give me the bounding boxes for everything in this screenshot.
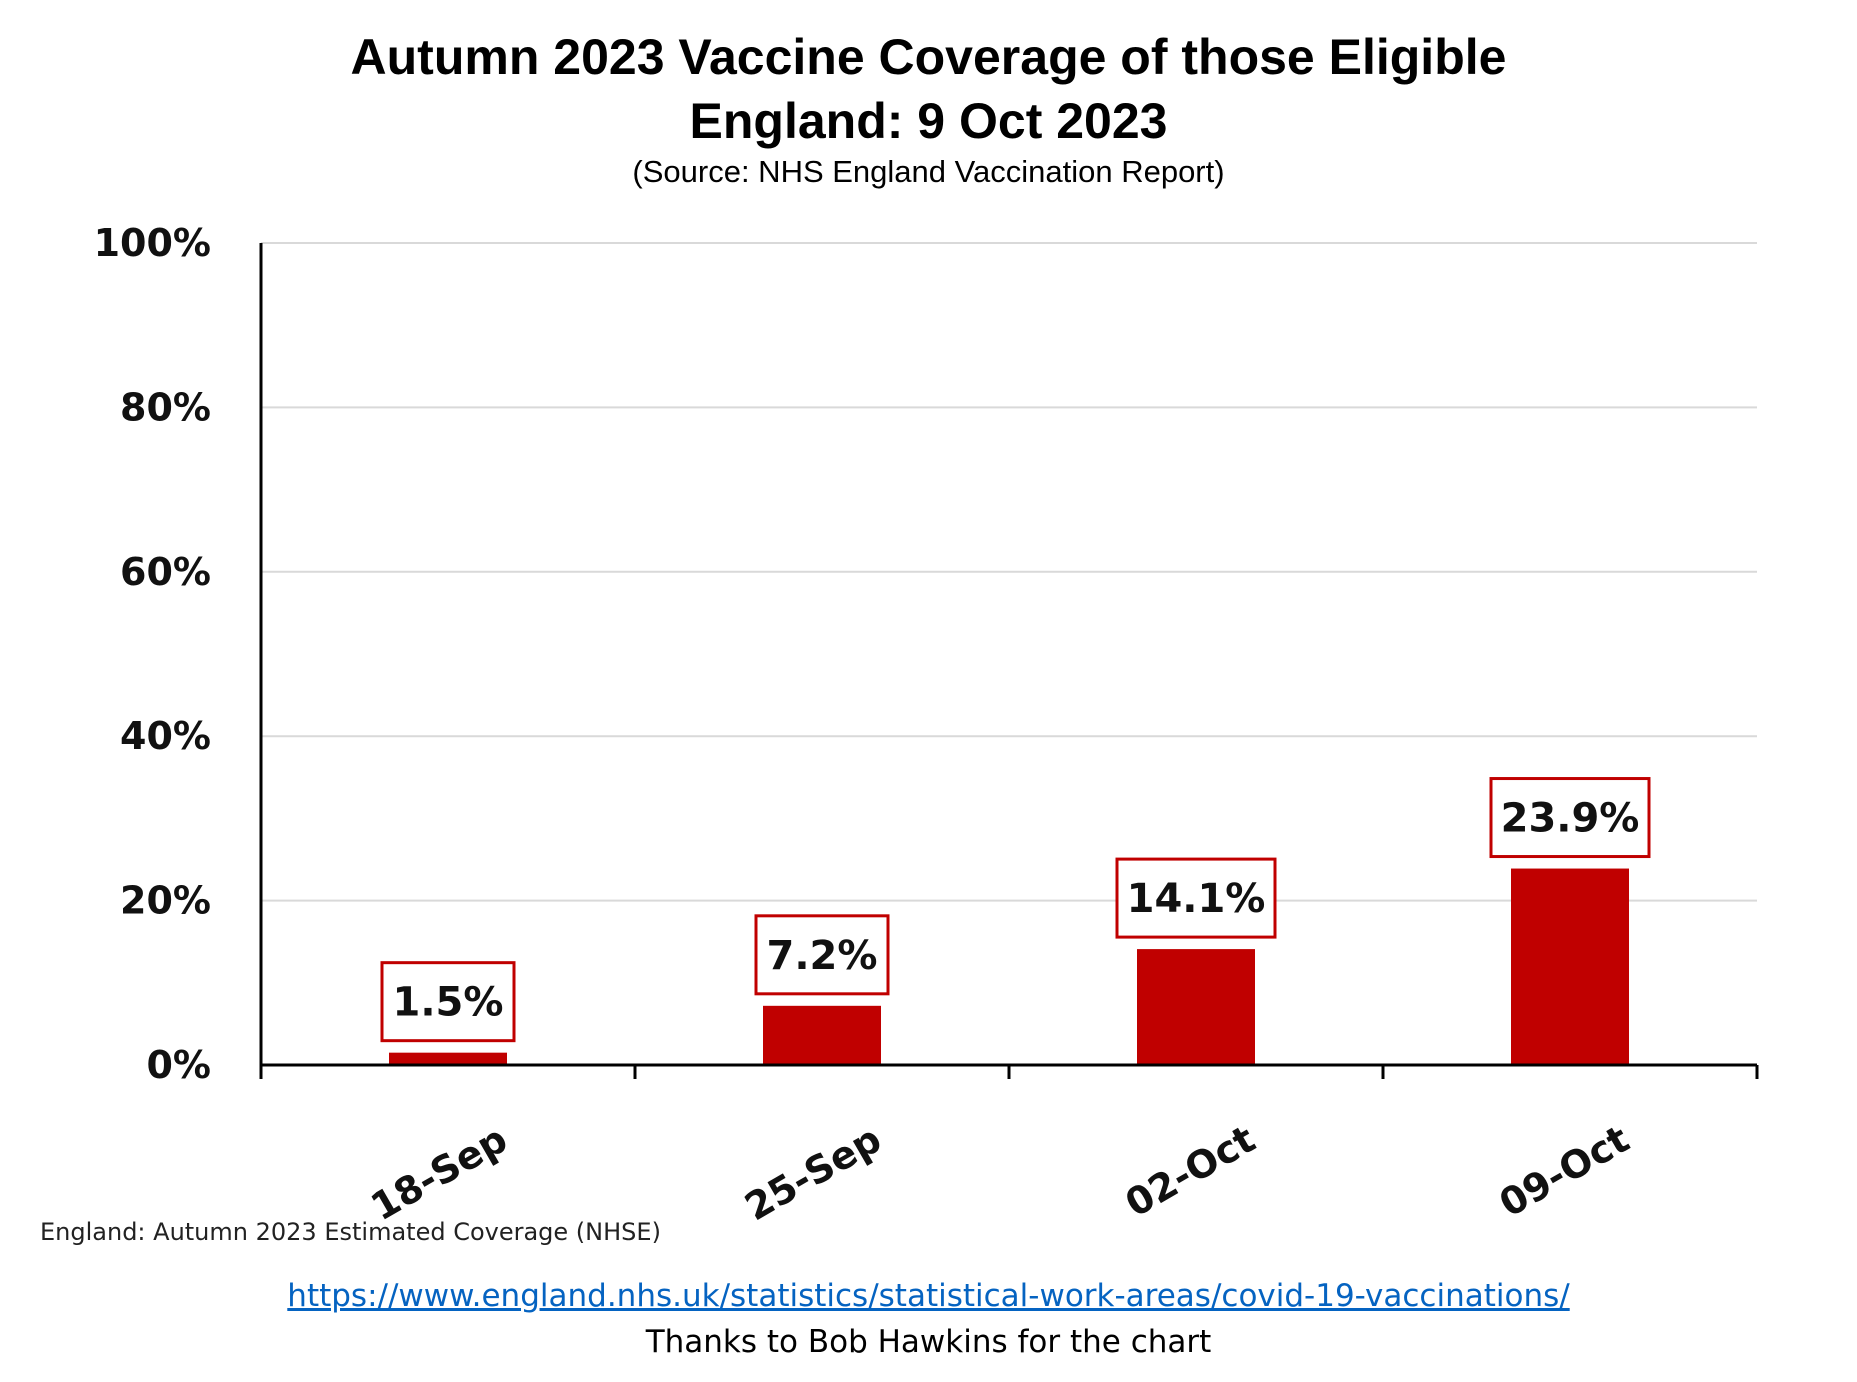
bar-chart: 0% 20% 40% 60% 80% 100% 18-Sep 25-Sep 02-Oct 09-… — [94, 221, 1759, 1230]
data-label: 14.1% — [1127, 876, 1266, 922]
data-label-box — [1115, 857, 1277, 939]
x-tick-label: 02-Oct — [1118, 1117, 1263, 1226]
bar — [1511, 868, 1629, 1065]
chart-title-line-2: England: 9 Oct 2023 — [689, 93, 1168, 149]
x-tick-label: 25-Sep — [737, 1117, 888, 1230]
data-label: 7.2% — [767, 933, 878, 979]
bar — [763, 1005, 881, 1065]
gridlines — [261, 242, 1757, 902]
x-tick-labels: 18-Sep 25-Sep 02-Oct 09-Oct — [363, 1117, 1636, 1230]
x-tick-label: 09-Oct — [1492, 1117, 1637, 1226]
chart-source: (Source: NHS England Vaccination Report) — [632, 154, 1225, 189]
source-link[interactable]: https://www.england.nhs.uk/statistics/st… — [287, 1278, 1570, 1314]
data-label: 23.9% — [1501, 796, 1640, 842]
credit-text: Thanks to Bob Hawkins for the chart — [645, 1324, 1212, 1360]
data-label: 1.5% — [393, 980, 504, 1026]
bars — [389, 868, 1629, 1065]
footnote: England: Autumn 2023 Estimated Coverage … — [40, 1218, 661, 1246]
axes — [259, 243, 1759, 1079]
data-label-box — [1489, 777, 1651, 859]
chart-title-line-1: Autumn 2023 Vaccine Coverage of those El… — [350, 29, 1507, 85]
y-tick-label: 80% — [120, 385, 211, 429]
y-tick-label: 100% — [94, 221, 211, 265]
bar — [1137, 949, 1255, 1065]
bar — [389, 1052, 507, 1065]
data-labels: 1.5% 7.2% 14.1% 23.9% — [380, 777, 1651, 1043]
data-label-box — [380, 961, 516, 1043]
y-tick-label: 0% — [146, 1043, 211, 1087]
data-label-box — [754, 914, 890, 996]
y-tick-label: 40% — [120, 714, 211, 758]
y-tick-labels: 0% 20% 40% 60% 80% 100% — [94, 221, 211, 1087]
y-tick-label: 20% — [120, 879, 211, 923]
x-tick-label: 18-Sep — [363, 1117, 514, 1230]
y-tick-label: 60% — [120, 550, 211, 594]
